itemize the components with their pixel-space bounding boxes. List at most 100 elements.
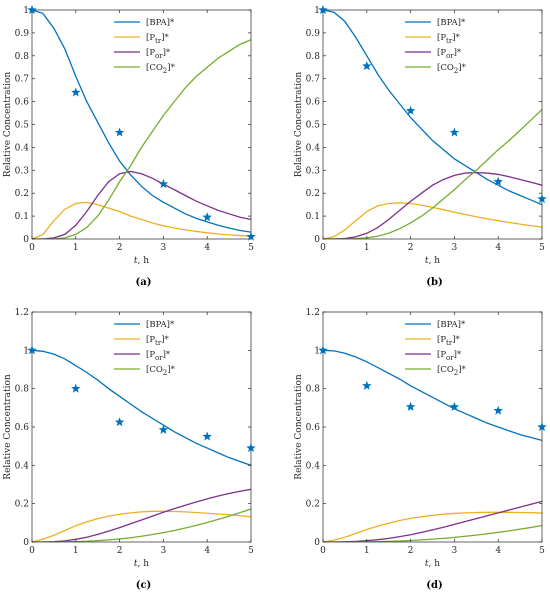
- y-tick-label: 0: [23, 235, 29, 245]
- y-tick-label: 0.9: [15, 29, 30, 39]
- legend-entry-ptr: [Ptr]*: [437, 335, 461, 347]
- data-marker-star: [202, 212, 212, 222]
- y-tick-label: 0.8: [306, 385, 321, 395]
- legend-suffix: ]*: [163, 350, 171, 360]
- legend-sub: tr: [155, 37, 162, 45]
- legend-sub: tr: [446, 37, 453, 45]
- legend-sub: or: [446, 52, 454, 60]
- curves: [323, 349, 542, 542]
- x-tick-label: 4: [204, 243, 210, 253]
- legend-suffix: *: [461, 320, 466, 330]
- data-marker-star: [537, 422, 547, 432]
- panel-2: 0 1 2 3 4 5 0 0.1 0.2 0.3 0.4 0.5 0.6 0.7 0.8 0.9 1 Relat…: [294, 5, 547, 288]
- legend-base: [BPA]: [437, 320, 461, 330]
- x-tick-label: 2: [117, 546, 123, 556]
- legend-sub: 2: [454, 369, 458, 377]
- x-axis-label: t, h: [425, 559, 440, 569]
- legend-base: [CO: [437, 365, 454, 375]
- y-tick-label: 0.6: [15, 423, 30, 433]
- legend-suffix: ]*: [454, 350, 462, 360]
- series-line-bpa: [323, 349, 542, 442]
- curves: [32, 349, 251, 542]
- panel-4: 0 1 2 3 4 5 0 0.2 0.4 0.6 0.8 1 1.2 Relative Concentr…: [294, 308, 547, 591]
- legend-entry-por: [Por]*: [437, 48, 462, 60]
- x-axis-label: t, h: [134, 559, 149, 569]
- panel-1: 0 1 2 3 4 5 0 0.1 0.2 0.3 0.4 0.5 0.6 0.7 0.8 0.9 1 Relat…: [3, 5, 256, 288]
- legend-suffix: ]*: [458, 63, 466, 73]
- plot-frame: [322, 311, 543, 543]
- series-line-ptr: [32, 510, 251, 542]
- legend: [BPA]*[Ptr]*[Por]*[CO2]*: [114, 320, 176, 377]
- x-tick-label: 0: [29, 546, 35, 556]
- series-line-por: [323, 500, 542, 542]
- legend-sub: 2: [163, 67, 167, 75]
- y-tick-label: 0: [314, 538, 320, 548]
- y-tick-label: 1.2: [15, 308, 29, 318]
- legend-entry-por: [Por]*: [146, 48, 171, 60]
- legend-base: [P: [146, 33, 155, 43]
- x-tick-label: 5: [248, 546, 254, 556]
- y-tick-label: 0.4: [15, 461, 30, 471]
- data-marker-star: [493, 176, 503, 186]
- legend-base: [BPA]: [146, 320, 170, 330]
- legend-entry-bpa: [BPA]*: [437, 320, 466, 330]
- x-axis-label-unit: , h: [429, 256, 441, 266]
- data-marker-star: [202, 431, 212, 441]
- legend-base: [CO: [437, 63, 454, 73]
- data-marker-star: [405, 401, 416, 411]
- data-marker-star: [537, 193, 547, 203]
- x-tick-label: 0: [320, 546, 326, 556]
- legend: [BPA]*[Ptr]*[Por]*[CO2]*: [405, 320, 467, 377]
- data-marker-star: [27, 5, 37, 15]
- x-tick-label: 2: [408, 243, 414, 253]
- y-tick-label: 0.5: [306, 121, 321, 131]
- legend-suffix: ]*: [452, 335, 460, 345]
- y-axis-label: Relative Concentration: [294, 374, 304, 480]
- legend-base: [P: [146, 350, 155, 360]
- x-axis-label: t, h: [134, 256, 149, 266]
- data-marker-star: [449, 401, 460, 411]
- x-tick-label: 3: [161, 546, 167, 556]
- y-tick-label: 0.8: [306, 52, 321, 62]
- x-tick-label: 5: [539, 546, 545, 556]
- legend-base: [P: [437, 33, 446, 43]
- data-marker-star: [114, 127, 125, 137]
- y-tick-label: 0.2: [306, 189, 320, 199]
- y-tick-label: 0.7: [15, 75, 30, 85]
- y-axis-label: Relative Concentration: [3, 374, 13, 480]
- x-axis-label-var: t: [425, 256, 429, 266]
- legend-entry-bpa: [BPA]*: [146, 320, 175, 330]
- x-tick-label: 1: [364, 546, 370, 556]
- y-tick-label: 0.8: [15, 385, 30, 395]
- data-marker-star: [158, 179, 169, 189]
- y-tick-label: 0.3: [306, 166, 321, 176]
- data-marker-star: [493, 405, 503, 415]
- legend-base: [CO: [146, 63, 163, 73]
- data-marker-star: [318, 345, 328, 355]
- legend-entry-bpa: [BPA]*: [146, 18, 175, 28]
- y-tick-label: 1.2: [306, 308, 320, 318]
- x-tick-label: 4: [495, 546, 501, 556]
- data-marker-star: [27, 345, 37, 355]
- y-tick-label: 0.6: [306, 423, 321, 433]
- legend-entry-bpa: [BPA]*: [437, 18, 466, 28]
- y-tick-label: 0.7: [306, 75, 321, 85]
- y-tick-label: 0.4: [15, 143, 30, 153]
- legend-entry-co2: [CO2]*: [146, 63, 176, 75]
- x-tick-label: 2: [408, 546, 414, 556]
- legend-suffix: ]*: [454, 48, 462, 58]
- series-line-bpa: [32, 9, 251, 233]
- x-tick-label: 1: [73, 546, 79, 556]
- y-axis-label: Relative Concentration: [3, 72, 13, 178]
- legend-sub: or: [446, 354, 454, 362]
- legend-entry-ptr: [Ptr]*: [437, 33, 461, 45]
- legend-entry-por: [Por]*: [146, 350, 171, 362]
- x-axis-label-unit: , h: [138, 256, 150, 266]
- legend-sub: or: [155, 354, 163, 362]
- y-tick-label: 0.9: [306, 29, 321, 39]
- legend-entry-co2: [CO2]*: [437, 365, 467, 377]
- legend-entry-co2: [CO2]*: [437, 63, 467, 75]
- series-line-bpa: [32, 349, 251, 466]
- legend-suffix: ]*: [452, 33, 460, 43]
- y-tick-label: 0.6: [306, 98, 321, 108]
